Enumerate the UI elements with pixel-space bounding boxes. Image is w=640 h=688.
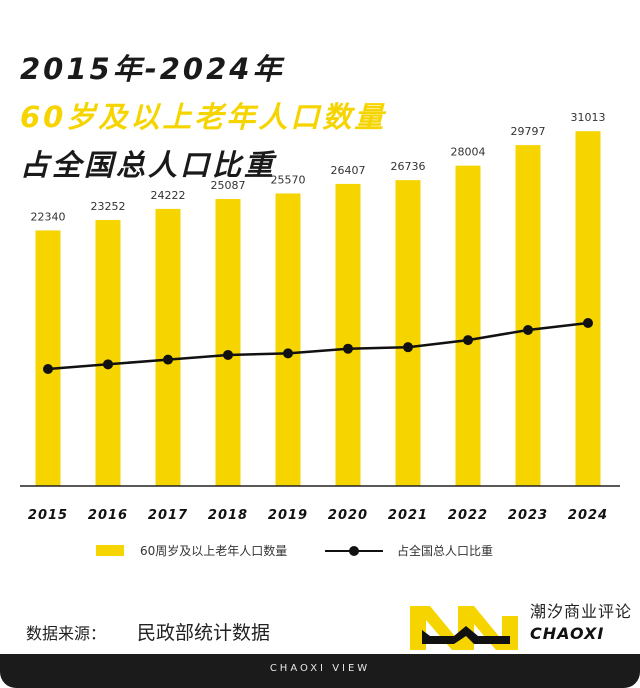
bar-value-label-2020: 26407	[331, 164, 366, 177]
x-tick-label-2021: 2021	[388, 508, 428, 523]
line-point-2017	[163, 354, 173, 365]
bar-value-label-2023: 29797	[511, 125, 546, 138]
bar-2016	[95, 219, 121, 486]
source-label: 数据来源：	[26, 624, 107, 643]
legend-line-item: 占全国总人口比重	[325, 542, 493, 559]
line-point-2021	[403, 342, 413, 353]
x-tick-label-2020: 2020	[328, 508, 368, 523]
brand-logo-icon	[410, 606, 518, 650]
bar-2015	[35, 230, 61, 486]
x-tick-label-2015: 2015	[28, 508, 68, 523]
line-point-2019	[283, 348, 293, 359]
line-point-2023	[523, 325, 533, 335]
bar-2021	[395, 180, 421, 486]
bar-2023	[515, 145, 541, 486]
bar-2024	[575, 131, 601, 486]
bar-2022	[455, 165, 481, 486]
x-tick-label-2019: 2019	[268, 508, 308, 523]
bar-value-label-2021: 26736	[391, 160, 426, 173]
brand-name-en: CHAOXI	[530, 624, 605, 643]
title-line-1: 2015年-2024年	[20, 52, 285, 86]
legend-bar-label: 60周岁及以上老年人口数量	[140, 544, 288, 558]
bar-2020	[335, 183, 361, 486]
x-tick-label-2016: 2016	[88, 508, 128, 523]
bar-value-label-2018: 25087	[211, 179, 246, 192]
legend-bar-item: 60周岁及以上老年人口数量	[96, 542, 287, 559]
bar-value-label-2016: 23252	[91, 200, 126, 213]
x-tick-label-2017: 2017	[148, 508, 188, 523]
bar-2018	[215, 199, 241, 487]
legend-line-swatch	[325, 545, 383, 557]
bar-value-label-2024: 31013	[571, 111, 606, 124]
line-point-2016	[103, 359, 113, 370]
bar-value-label-2022: 28004	[451, 146, 486, 159]
bar-value-label-2019: 25570	[271, 173, 306, 186]
x-tick-label-2023: 2023	[508, 508, 548, 523]
line-series-share	[47, 321, 589, 371]
title-line-3: 占全国总人口比重	[20, 148, 277, 182]
line-point-2020	[343, 343, 353, 354]
legend-line-label: 占全国总人口比重	[397, 544, 494, 558]
line-point-2022	[463, 335, 473, 346]
line-point-2015	[43, 364, 53, 374]
line-point-2024	[583, 317, 593, 328]
title-line-2: 60岁及以上老年人口数量	[20, 100, 387, 134]
bar-value-label-2015: 22340	[31, 210, 66, 223]
bar-2017	[155, 208, 181, 486]
population-chart: 22340 2015 23252 2016 24222 2017 25087 2018 2557…	[20, 111, 620, 523]
line-point-2018	[223, 349, 233, 360]
x-tick-label-2022: 2022	[448, 508, 488, 523]
source-value: 民政部统计数据	[137, 622, 271, 644]
x-tick-label-2024: 2024	[568, 508, 608, 523]
footer-bar: CHAOXI VIEW	[0, 654, 640, 688]
legend-bar-swatch	[96, 545, 124, 556]
bar-value-label-2017: 24222	[151, 189, 186, 202]
brand-name: 潮汐商业评论	[530, 602, 633, 621]
bar-2019	[275, 193, 301, 487]
x-tick-label-2018: 2018	[208, 508, 248, 523]
